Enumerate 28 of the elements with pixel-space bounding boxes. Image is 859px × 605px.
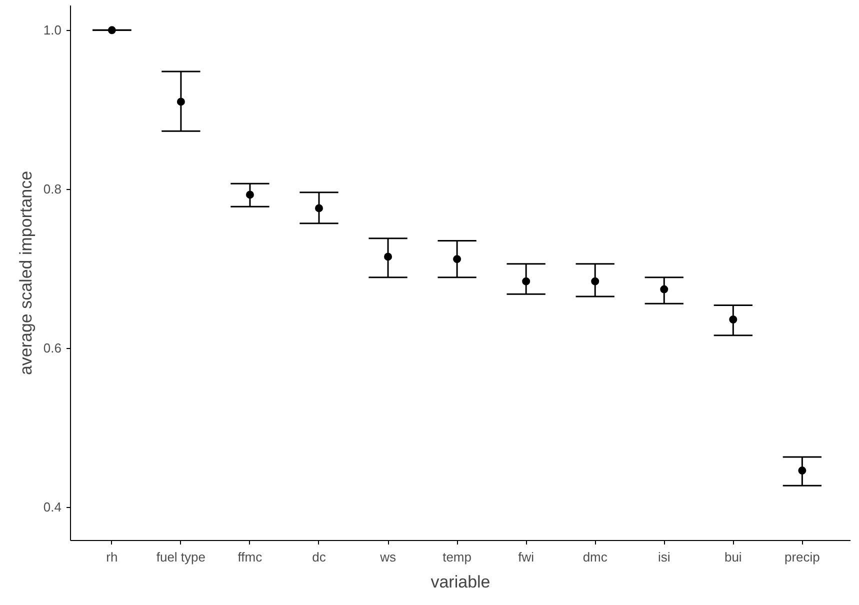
y-tick-label: 0.8 — [43, 182, 62, 197]
x-tick-label: ws — [379, 550, 396, 564]
x-tick-label: isi — [658, 550, 670, 564]
y-tick-label: 1.0 — [43, 22, 62, 38]
point — [176, 98, 185, 106]
point — [108, 26, 116, 34]
x-tick-label: dc — [312, 550, 326, 564]
y-tick-label: 0.6 — [43, 340, 62, 356]
x-tick-label: bui — [724, 550, 742, 564]
point — [314, 204, 323, 212]
point — [798, 466, 806, 475]
point — [660, 285, 668, 294]
x-tick-label: ffmc — [238, 550, 263, 564]
x-tick-label: fwi — [518, 550, 534, 564]
x-tick-label: fuel type — [156, 550, 206, 564]
point — [591, 277, 600, 286]
point — [522, 277, 530, 286]
x-tick-label: precip — [784, 550, 820, 564]
point — [453, 255, 462, 264]
point — [384, 252, 392, 261]
x-tick-label: temp — [442, 550, 472, 564]
x-axis-title: variable — [430, 572, 490, 592]
x-tick-label: rh — [106, 550, 118, 564]
y-tick-label: 0.4 — [43, 500, 62, 515]
y-axis-title: average scaled importance — [16, 170, 36, 376]
x-tick-label: dmc — [582, 550, 608, 564]
point — [729, 316, 738, 324]
point — [246, 190, 254, 199]
